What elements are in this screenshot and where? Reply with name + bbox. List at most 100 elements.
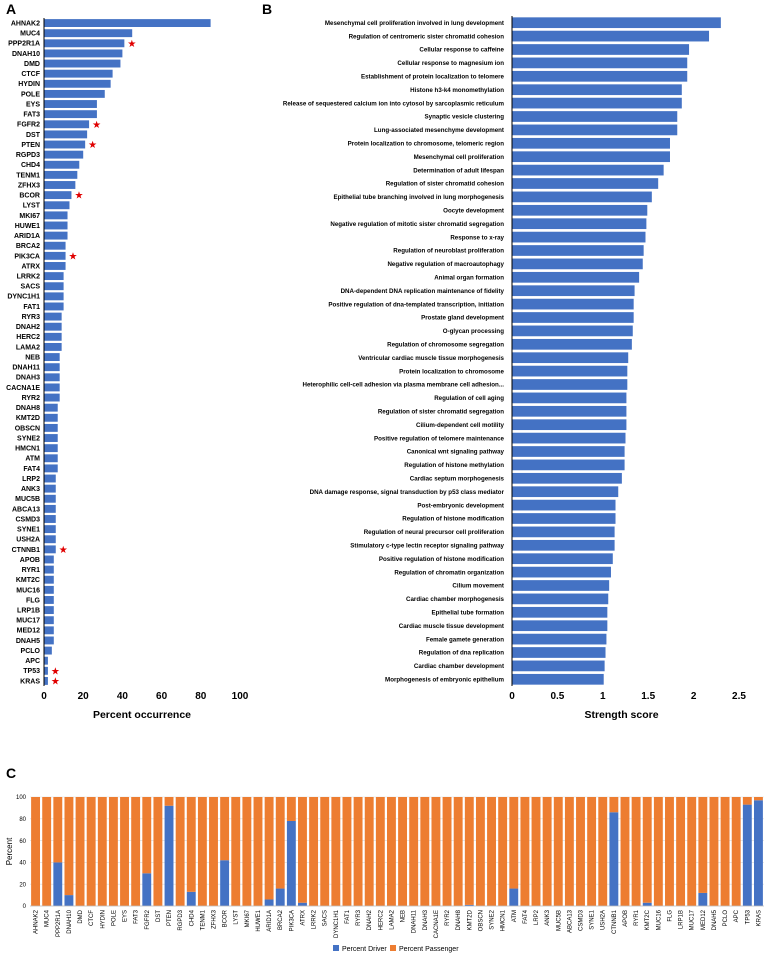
term-label-b: DNA damage response, signal transduction… [310,489,505,496]
bar-a-dnah10 [44,49,123,58]
term-label-b: Regulation of chromosome segregation [387,342,504,349]
bar-c-passenger [386,797,396,906]
gene-label-c: DNAH11 [412,909,418,933]
bar-a-hydin [44,79,111,88]
term-label-b: Regulation of histone modification [402,516,504,523]
gene-label-a: DNAH5 [16,638,40,645]
term-label-b: Mesenchymal cell proliferation [414,154,505,161]
gene-label-c: FLG [667,910,673,922]
term-label-b: Regulation of dna replication [419,650,504,657]
bar-c-passenger [564,797,574,906]
gene-label-a: CTNNB1 [12,547,40,554]
bar-b-term-1 [512,17,721,29]
gene-label-c: TP53 [745,909,751,924]
bar-c-passenger [231,797,241,906]
gene-label-a: PIK3CA [14,253,40,260]
gene-label-c: RYR3 [356,909,362,926]
bar-a-csmd3 [44,515,56,523]
bar-b-term-43 [512,580,610,591]
gene-label-c: LRP1B [679,910,685,929]
bar-a-lrp1b [44,606,54,615]
bar-b-term-28 [512,379,628,390]
gene-label-c: TENM1 [200,909,206,930]
bar-c-passenger [576,797,585,906]
x-tick-a: 20 [78,691,90,702]
gene-label-a: CTCF [21,71,40,78]
bar-a-chd4 [44,160,80,169]
bar-a-bcor [44,191,72,200]
gene-label-c: PPP2R1A [56,910,62,937]
term-label-b: Positive regulation of dna-templated tra… [328,301,504,308]
term-label-b: Regulation of histone methylation [404,462,504,469]
gene-label-c: CHD4 [189,909,195,926]
bar-c-passenger [498,797,508,906]
gene-label-a: HMCN1 [15,446,40,453]
x-tick-b: 1.5 [641,691,655,702]
term-label-b: Response to x-ray [450,234,504,241]
bar-b-term-27 [512,365,628,377]
bar-c-driver [164,805,174,906]
term-label-b: Cardiac chamber development [414,663,504,670]
bar-b-term-45 [512,606,608,618]
bar-a-ryr3 [44,312,62,321]
bar-c-passenger [375,797,385,906]
bar-b-term-21 [512,285,635,297]
term-label-b: Cilium-dependent cell motility [416,422,505,429]
term-label-b: Cilium movement [452,583,504,590]
term-label-b: Protein localization to chromosome [399,368,504,375]
bar-b-term-9 [512,124,678,136]
bar-a-ank3 [44,484,56,493]
term-label-b: DNA-dependent DNA replication maintenanc… [341,288,505,295]
bar-b-term-49 [512,660,605,672]
bar-c-driver [53,862,63,906]
bar-a-kmt2d [44,413,58,422]
term-label-b: Canonical wnt signaling pathway [407,449,505,456]
bar-c-passenger [553,797,563,906]
gene-label-c: USH2A [601,910,607,930]
gene-label-a: POLE [21,91,40,98]
term-label-b: O-glycan processing [443,328,504,335]
gene-label-c: APOB [623,910,629,927]
bar-a-ctcf [44,69,113,78]
gene-label-c: MUC4 [45,909,51,927]
term-label-b: Cardiac chamber morphogenesis [406,596,505,603]
bar-b-term-7 [512,97,682,109]
bar-b-term-44 [512,593,609,605]
bar-c-passenger [153,797,163,906]
gene-label-c: LRP2 [534,909,540,925]
bar-b-term-26 [512,352,629,364]
y-tick-c: 0 [23,904,27,910]
gene-label-a: RYR2 [22,395,41,402]
bar-a-tp53 [44,666,48,675]
gene-label-a: MKI67 [19,213,40,220]
gene-label-a: ATRX [21,263,40,270]
gene-label-a: LRRK2 [17,273,40,280]
bar-a-dync1h1 [44,292,64,301]
bar-b-term-16 [512,218,647,230]
gene-label-a: HERC2 [16,334,40,341]
legend-label-passenger: Percent Passenger [399,946,459,953]
gene-label-c: CSMD3 [579,909,585,931]
bar-a-syne1 [44,525,56,534]
gene-label-a: FLG [26,597,41,604]
gene-label-c: MUC16 [656,909,662,930]
bar-c-passenger [186,797,196,892]
bar-c-driver [275,888,285,906]
bar-b-term-50 [512,673,604,685]
bar-c-passenger [253,797,263,906]
gene-label-a: CSMD3 [15,516,40,523]
bar-a-apob [44,555,54,564]
panel-b-letter: B [262,1,272,17]
term-label-b: Synaptic vesicle clustering [425,114,505,121]
significance-star: ★ [59,545,68,556]
term-label-b: Positive regulation of histone modificat… [379,556,504,563]
bar-b-term-48 [512,647,606,658]
gene-label-c: DNAH3 [423,909,429,930]
term-label-b: Cardiac muscle tissue development [399,623,504,630]
gene-label-a: MED12 [17,628,40,635]
gene-label-a: FAT3 [23,112,40,119]
bar-c-passenger [331,797,341,906]
gene-label-c: HUWE1 [256,909,262,931]
bar-c-passenger [542,797,552,906]
bar-a-fat1 [44,302,64,311]
